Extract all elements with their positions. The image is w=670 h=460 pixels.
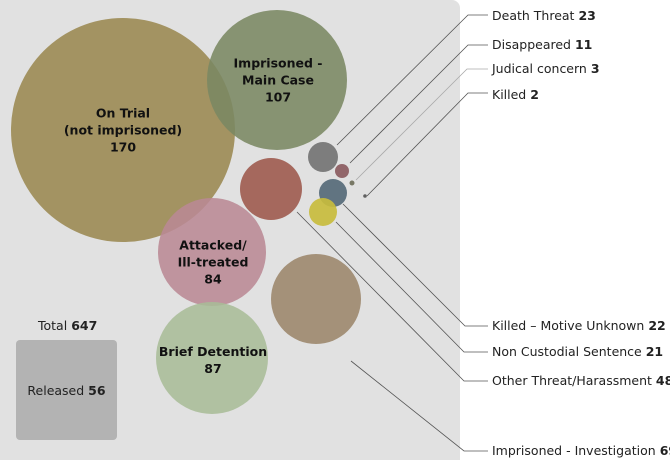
leader-line (336, 14, 488, 146)
legend-judical-concern: Judical concern 3 (492, 61, 600, 76)
bubble-imprisoned-investigation (271, 254, 361, 344)
legend-killed: Killed 2 (492, 87, 539, 102)
bubble-non-custodial-sentence (309, 198, 337, 226)
legend-disappeared: Disappeared 11 (492, 37, 593, 52)
legend-killed-motive-unknown: Killed – Motive Unknown 22 (492, 318, 666, 333)
bubble-other-threat-harassment (240, 158, 302, 220)
leader-line (349, 44, 488, 164)
bubble-on-trial-not-imprisoned- (11, 18, 235, 242)
legend-imprisoned-investigation: Imprisoned - Investigation 69 (492, 443, 670, 458)
label-imprisoned-main: Imprisoned - Main Case 107 (233, 55, 323, 105)
label-on-trial: On Trial (not imprisoned) 170 (63, 105, 183, 155)
bubble-death-threat (308, 142, 338, 172)
label-brief-detention: Brief Detention 87 (158, 344, 268, 376)
leader-line (366, 92, 488, 197)
label-attacked: Attacked/Ill-treated 84 (177, 237, 249, 287)
leader-line (355, 68, 488, 181)
legend-other-threat: Other Threat/Harassment 48 (492, 373, 670, 388)
bubble-judical-concern (349, 180, 355, 186)
bubble-attacked-ill-treated (158, 198, 266, 306)
released-box: Released 56 (16, 340, 117, 440)
legend-non-custodial: Non Custodial Sentence 21 (492, 344, 664, 359)
legend-death-threat: Death Threat 23 (492, 8, 596, 23)
total-label: Total 647 (38, 318, 98, 333)
leader-line (296, 211, 488, 382)
bubble-disappeared (335, 164, 349, 178)
leader-line (342, 203, 488, 327)
bubble-imprisoned-main-case (207, 10, 347, 150)
leader-line (350, 360, 488, 452)
bubble-brief-detention (156, 302, 268, 414)
leader-line (335, 221, 488, 353)
bubble-killed (363, 194, 367, 198)
